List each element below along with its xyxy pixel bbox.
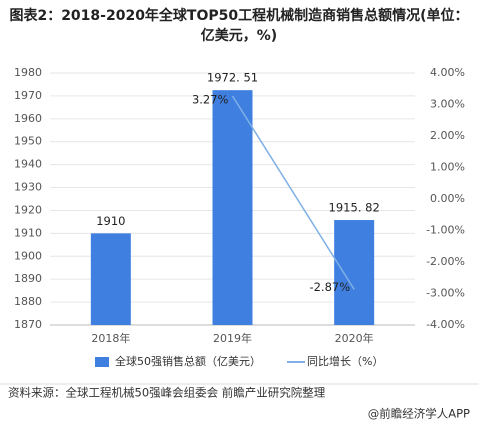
y2-tick-label: 0.00%	[430, 192, 465, 205]
line-value-label: 3.27%	[192, 92, 229, 106]
y-tick-label: 1950	[14, 135, 42, 148]
y2-tick-label: -3.00%	[426, 287, 465, 300]
source: 资料来源：全球工程机械50强峰会组委会 前瞻产业研究院整理	[8, 386, 326, 400]
x-tick-label: 2020年	[335, 331, 374, 345]
line	[231, 95, 355, 290]
x-tick-label: 2018年	[91, 331, 130, 345]
y-tick-label: 1920	[14, 203, 42, 216]
x-tick-label: 2019年	[213, 331, 252, 345]
y2-tick-label: 1.00%	[430, 161, 465, 174]
y-tick-label: 1880	[14, 295, 42, 308]
footer: @前瞻经济学人APP	[368, 407, 470, 421]
y-tick-label: 1870	[14, 318, 42, 331]
y-tick-label: 1900	[14, 249, 42, 262]
legend-swatch	[95, 357, 109, 367]
y-tick-label: 1980	[14, 66, 42, 79]
bar-value-label: 1910	[96, 214, 125, 228]
legend-label: 全球50强销售总额（亿美元）	[115, 354, 261, 368]
legend-label: 同比增长（%）	[307, 354, 383, 368]
y2-tick-label: -4.00%	[426, 318, 465, 331]
bar-value-label: 1915. 82	[329, 201, 380, 215]
y-tick-label: 1960	[14, 112, 42, 125]
chart-title: 图表2：2018-2020年全球TOP50工程机械制造商销售总额情况(单位：亿美…	[9, 8, 469, 44]
bar	[212, 90, 253, 326]
y2-tick-label: 4.00%	[430, 66, 465, 79]
bar	[90, 233, 131, 325]
y2-tick-label: -1.00%	[426, 224, 465, 237]
y-tick-label: 1970	[14, 89, 42, 102]
y2-tick-label: 3.00%	[430, 98, 465, 111]
bar	[334, 220, 375, 325]
y2-tick-label: 2.00%	[430, 129, 465, 142]
line-value-label: -2.87%	[309, 280, 350, 294]
y2-tick-label: -2.00%	[426, 255, 465, 268]
y-tick-label: 1940	[14, 158, 42, 171]
bar-value-label: 1972. 51	[207, 71, 258, 85]
y-tick-label: 1910	[14, 226, 42, 239]
y-tick-label: 1890	[14, 272, 42, 285]
y-tick-label: 1930	[14, 181, 42, 194]
